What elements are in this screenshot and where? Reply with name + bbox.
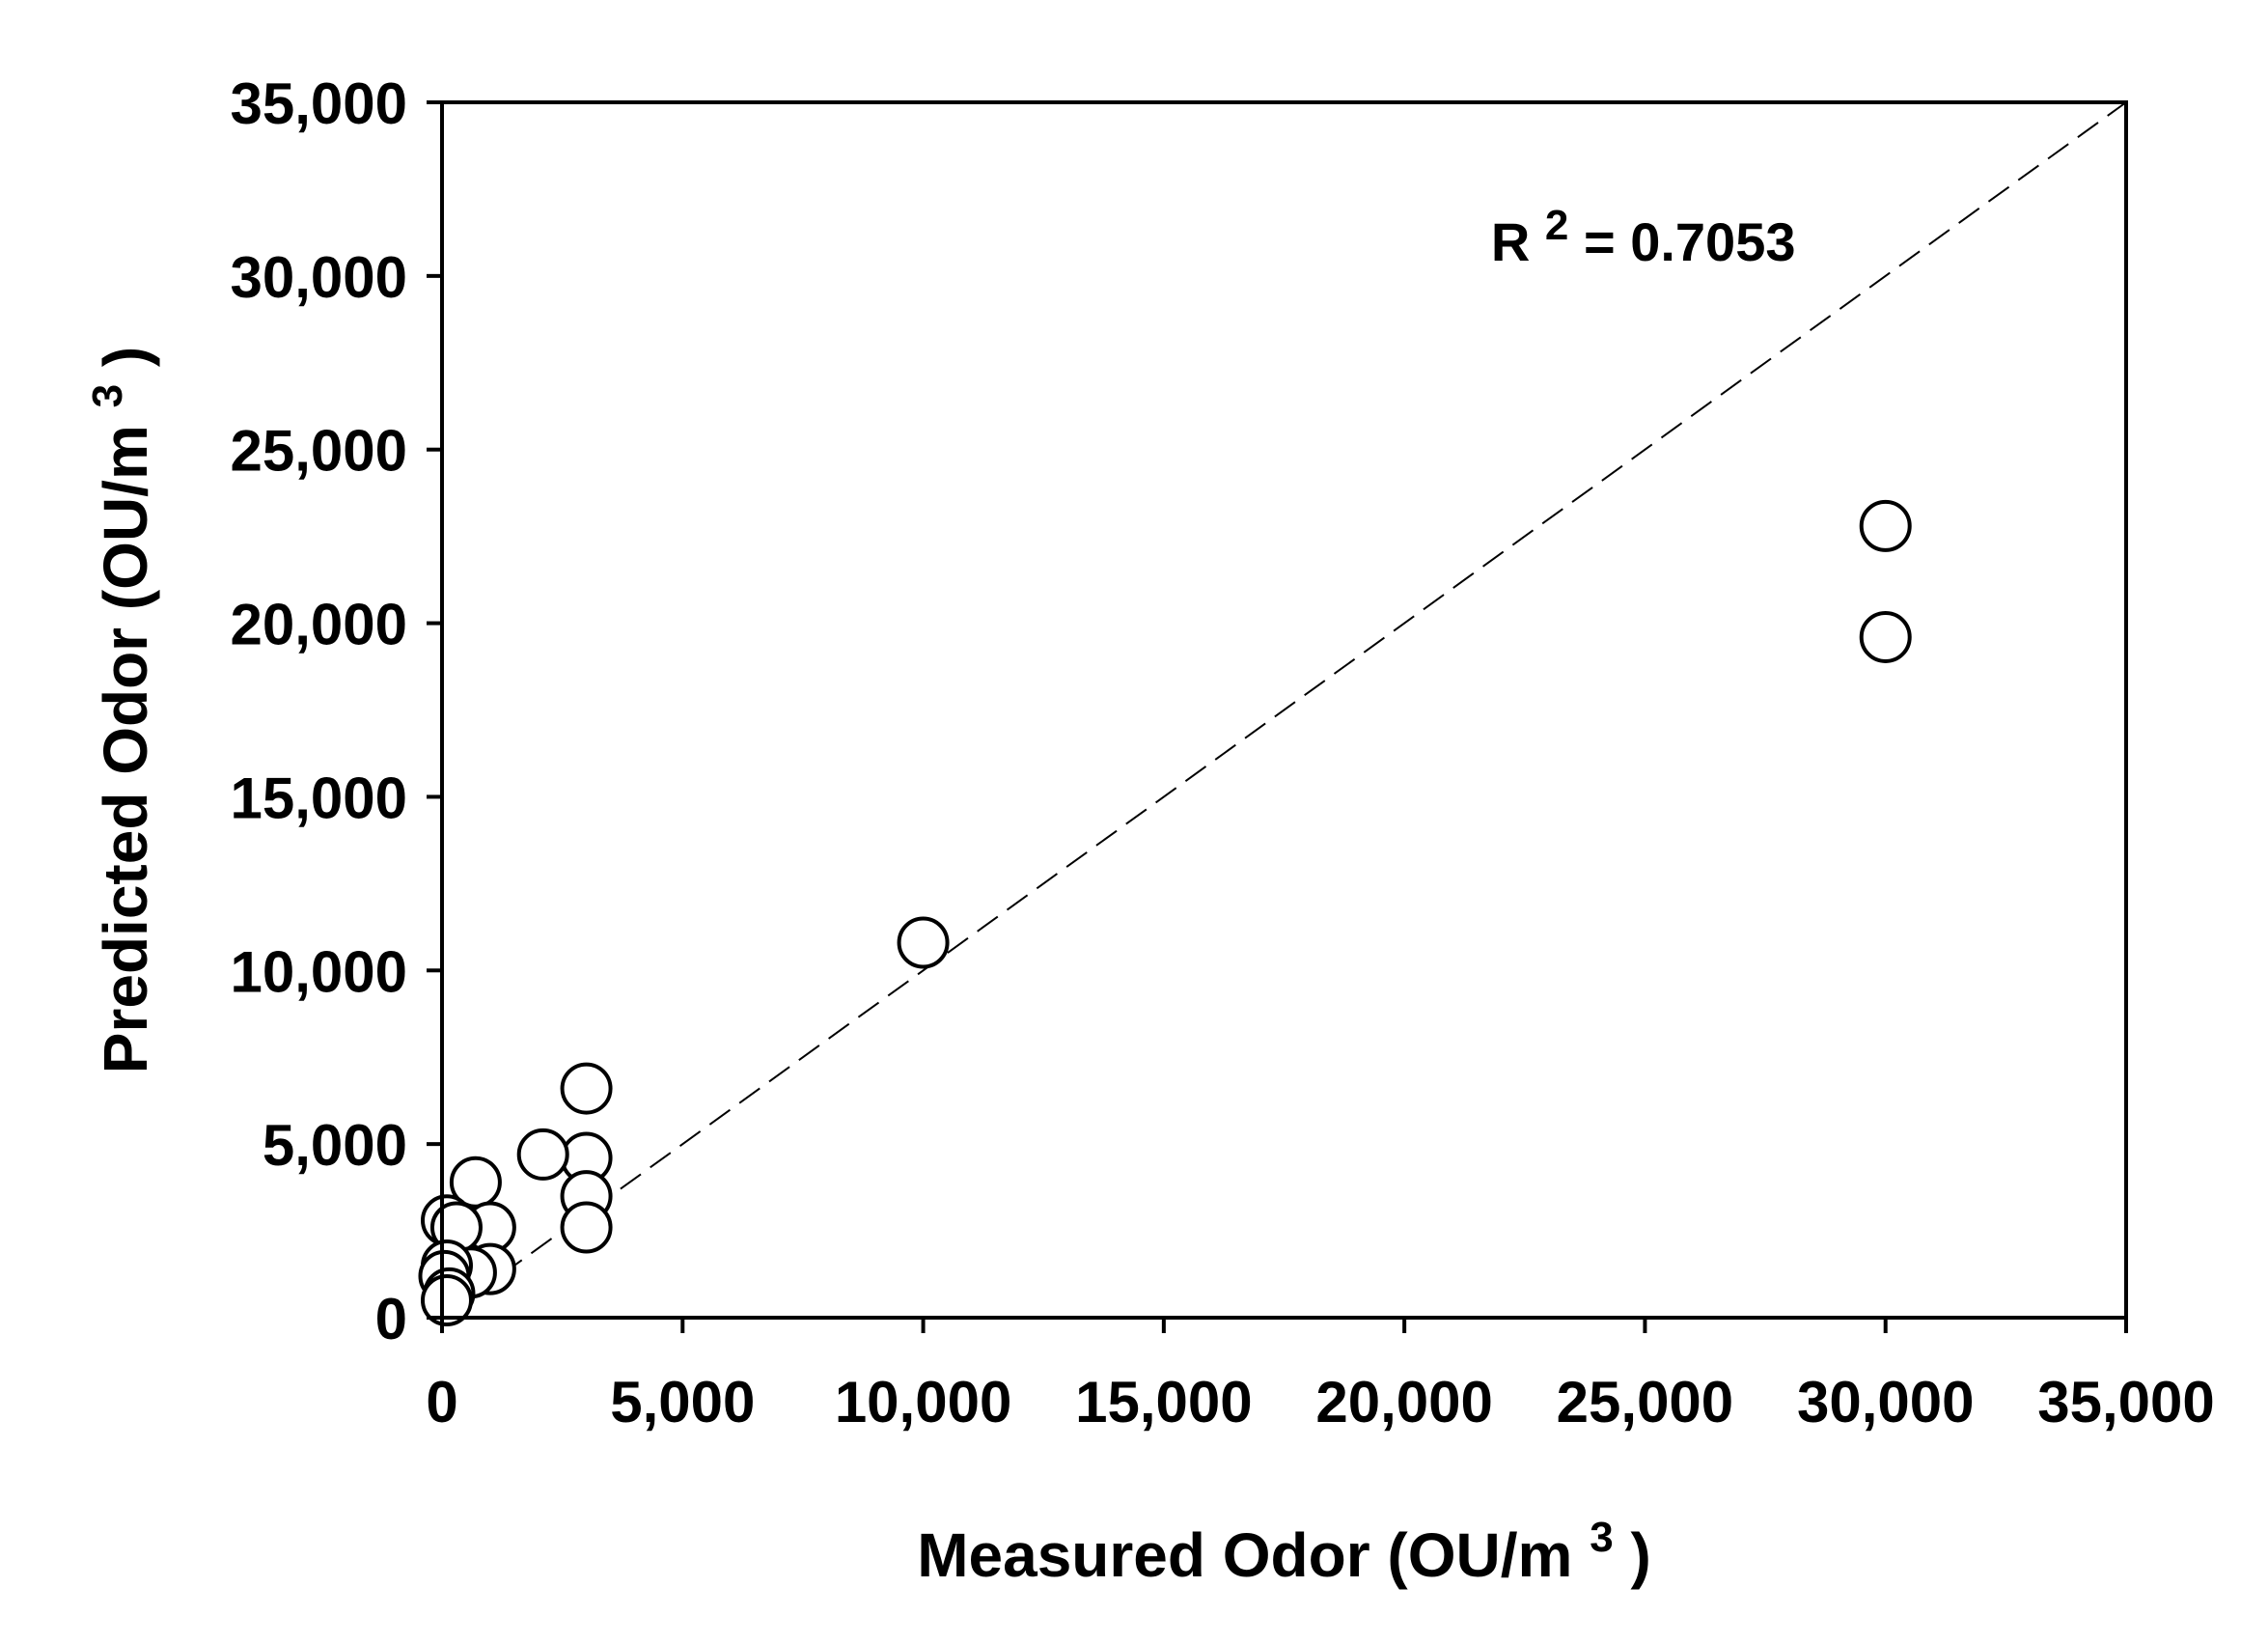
y-tick-label: 30,000 [230, 245, 407, 310]
data-point [1859, 499, 1912, 552]
y-tick-label: 10,000 [230, 939, 407, 1004]
x-tick-label: 25,000 [1557, 1370, 1734, 1434]
data-point [516, 1128, 569, 1181]
x-axis-title-suffix: ) [1630, 1520, 1650, 1590]
plot-area-frame [440, 100, 2128, 1320]
x-tick-label: 30,000 [1797, 1370, 1975, 1434]
x-axis-title: Measured Odor (OU/m 3 ) [917, 1495, 1651, 1590]
x-tick-label: 20,000 [1315, 1370, 1493, 1434]
data-points [418, 499, 1912, 1327]
r-squared-superscript: 2 [1545, 202, 1568, 249]
x-axis-title-text: Measured Odor (OU/m [917, 1520, 1572, 1590]
data-point [420, 1274, 473, 1327]
x-axis-title-superscript: 3 [1590, 1514, 1613, 1561]
y-tick-label: 5,000 [263, 1113, 407, 1178]
x-axis-ticks: 0 5,000 10,000 15,000 20,000 25,000 30,000 35,0… [426, 1318, 2215, 1434]
y-axis-ticks: 0 5,000 10,000 15,000 20,000 25,000 30,000 35,0… [230, 71, 442, 1351]
r-squared-value: = 0.7053 [1584, 211, 1796, 272]
y-axis-title-superscript: 3 [84, 384, 131, 407]
y-tick-label: 35,000 [230, 71, 407, 136]
x-tick-label: 35,000 [2037, 1370, 2215, 1434]
y-tick-label: 25,000 [230, 419, 407, 484]
reference-line-layer [441, 101, 2127, 1319]
x-tick-label: 15,000 [1075, 1370, 1253, 1434]
data-point [1859, 610, 1912, 663]
x-tick-label: 5,000 [610, 1370, 755, 1434]
data-point [560, 1201, 613, 1254]
y-axis-title-suffix: ) [91, 347, 160, 367]
data-point [897, 916, 950, 969]
r-squared-annotation: R 2 = 0.7053 [1491, 190, 1796, 272]
y-axis-title: Predicted Odor (OU/m 3 ) [66, 347, 160, 1073]
r-squared-base: R [1491, 211, 1530, 272]
x-tick-label: 10,000 [835, 1370, 1012, 1434]
y-axis-title-text: Predicted Odor (OU/m [91, 425, 160, 1073]
y-tick-label: 0 [375, 1287, 407, 1351]
x-tick-label: 0 [426, 1370, 457, 1434]
y-tick-label: 20,000 [230, 593, 407, 657]
y-tick-label: 15,000 [230, 766, 407, 830]
data-point [560, 1062, 613, 1115]
one-to-one-reference-line [441, 101, 2127, 1319]
